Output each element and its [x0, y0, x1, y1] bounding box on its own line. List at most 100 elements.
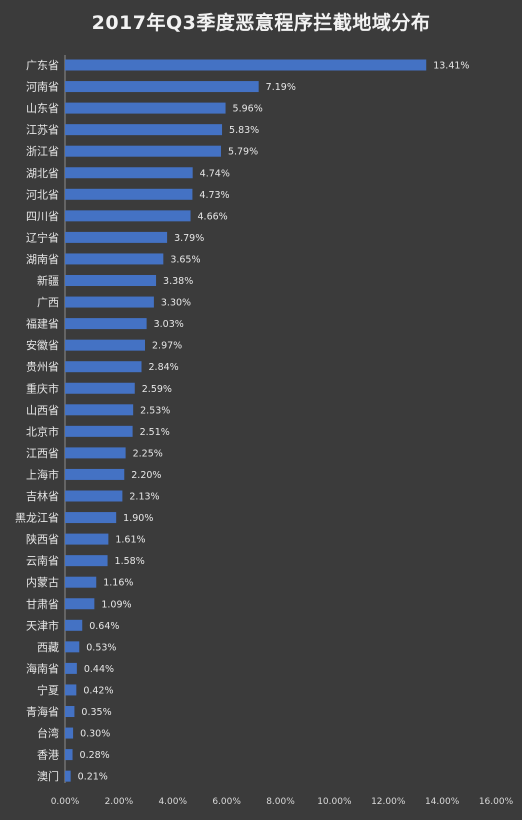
category-label: 海南省: [26, 661, 59, 675]
data-label: 0.42%: [83, 685, 113, 696]
bar: [65, 124, 223, 136]
x-tick-label: 16.00%: [479, 797, 514, 807]
data-label: 2.97%: [152, 341, 182, 352]
category-label: 安徽省: [26, 338, 59, 352]
data-label: 13.41%: [433, 61, 469, 72]
bar: [65, 253, 164, 265]
data-label: 2.25%: [133, 448, 163, 459]
data-label: 1.09%: [101, 599, 131, 610]
category-label: 天津市: [26, 618, 59, 632]
data-label: 2.20%: [131, 470, 161, 481]
bar: [65, 619, 83, 631]
bar: [65, 662, 77, 674]
category-label: 湖南省: [26, 253, 59, 266]
bar: [65, 59, 427, 71]
bar: [65, 706, 75, 717]
x-tick-label: 10.00%: [317, 797, 352, 807]
data-label: 2.53%: [140, 405, 170, 416]
data-label: 0.21%: [78, 772, 108, 783]
x-tick-label: 12.00%: [371, 797, 406, 807]
data-label: 2.13%: [129, 492, 159, 503]
category-label: 辽宁省: [26, 230, 59, 244]
data-label: 1.61%: [115, 535, 145, 546]
category-label: 吉林省: [26, 489, 59, 503]
bar: [65, 81, 259, 93]
category-label: 宁夏: [37, 683, 59, 697]
bar: [65, 145, 221, 157]
data-label: 1.58%: [115, 556, 145, 567]
bar: [65, 490, 123, 502]
category-label: 江西省: [26, 447, 59, 460]
category-label: 香港: [37, 749, 59, 762]
category-label: 内蒙古: [26, 575, 59, 589]
data-label: 2.59%: [142, 384, 172, 395]
data-label: 4.74%: [200, 168, 230, 179]
bar: [65, 361, 142, 373]
data-label: 1.16%: [103, 578, 133, 589]
category-label: 广东省: [26, 59, 59, 72]
data-label: 3.30%: [161, 298, 191, 309]
x-tick-label: 8.00%: [266, 797, 295, 807]
data-label: 3.03%: [154, 319, 184, 330]
category-label: 台湾: [37, 726, 59, 740]
category-label: 云南省: [26, 555, 59, 568]
category-label: 北京市: [26, 424, 59, 438]
category-label: 山东省: [26, 102, 59, 115]
category-label: 河北省: [26, 188, 59, 201]
category-label: 甘肃省: [26, 598, 59, 611]
bar: [65, 749, 73, 761]
bar: [65, 598, 95, 610]
data-label: 5.83%: [229, 125, 259, 136]
bar: [65, 576, 97, 588]
category-label: 黑龙江省: [15, 512, 59, 525]
chart-title: 2017年Q3季度恶意程序拦截地域分布: [91, 12, 431, 34]
category-label: 浙江省: [26, 145, 59, 158]
bar: [65, 296, 154, 308]
category-label: 上海市: [26, 467, 59, 481]
bar: [65, 102, 226, 114]
data-label: 1.90%: [123, 513, 153, 524]
bar: [65, 684, 77, 696]
data-label: 0.64%: [89, 621, 119, 632]
bar: [65, 447, 126, 459]
bar: [65, 275, 157, 286]
x-tick-label: 2.00%: [105, 797, 134, 807]
bar: [65, 770, 71, 782]
data-label: 0.44%: [84, 664, 114, 675]
data-label: 3.38%: [163, 276, 193, 287]
category-label: 江苏省: [26, 124, 59, 137]
data-label: 0.35%: [81, 707, 111, 718]
bar: [65, 231, 168, 243]
bar: [65, 167, 193, 179]
category-label: 山西省: [26, 404, 59, 417]
data-label: 0.30%: [80, 729, 110, 740]
category-label: 湖北省: [26, 167, 59, 180]
data-label: 7.19%: [266, 82, 296, 93]
bar: [65, 533, 109, 545]
bar: [65, 382, 135, 394]
data-label: 5.96%: [233, 104, 263, 115]
data-label: 3.79%: [174, 233, 204, 244]
category-label: 重庆市: [26, 381, 59, 395]
data-label: 2.51%: [140, 427, 170, 438]
x-tick-label: 4.00%: [158, 797, 187, 807]
data-label: 0.28%: [80, 750, 110, 761]
category-label: 广西: [37, 296, 59, 309]
data-label: 0.53%: [86, 642, 116, 653]
data-label: 4.66%: [198, 211, 228, 222]
bar: [65, 555, 108, 567]
bar: [65, 512, 117, 524]
bar: [65, 188, 193, 200]
bar: [65, 339, 146, 351]
category-label: 西藏: [37, 641, 59, 654]
bar: [65, 404, 134, 416]
data-label: 3.65%: [170, 254, 200, 265]
category-label: 福建省: [26, 317, 59, 331]
bar: [65, 425, 133, 437]
bar: [65, 727, 74, 739]
category-label: 陕西省: [26, 532, 59, 546]
data-label: 5.79%: [228, 147, 258, 158]
bar: [65, 210, 191, 222]
